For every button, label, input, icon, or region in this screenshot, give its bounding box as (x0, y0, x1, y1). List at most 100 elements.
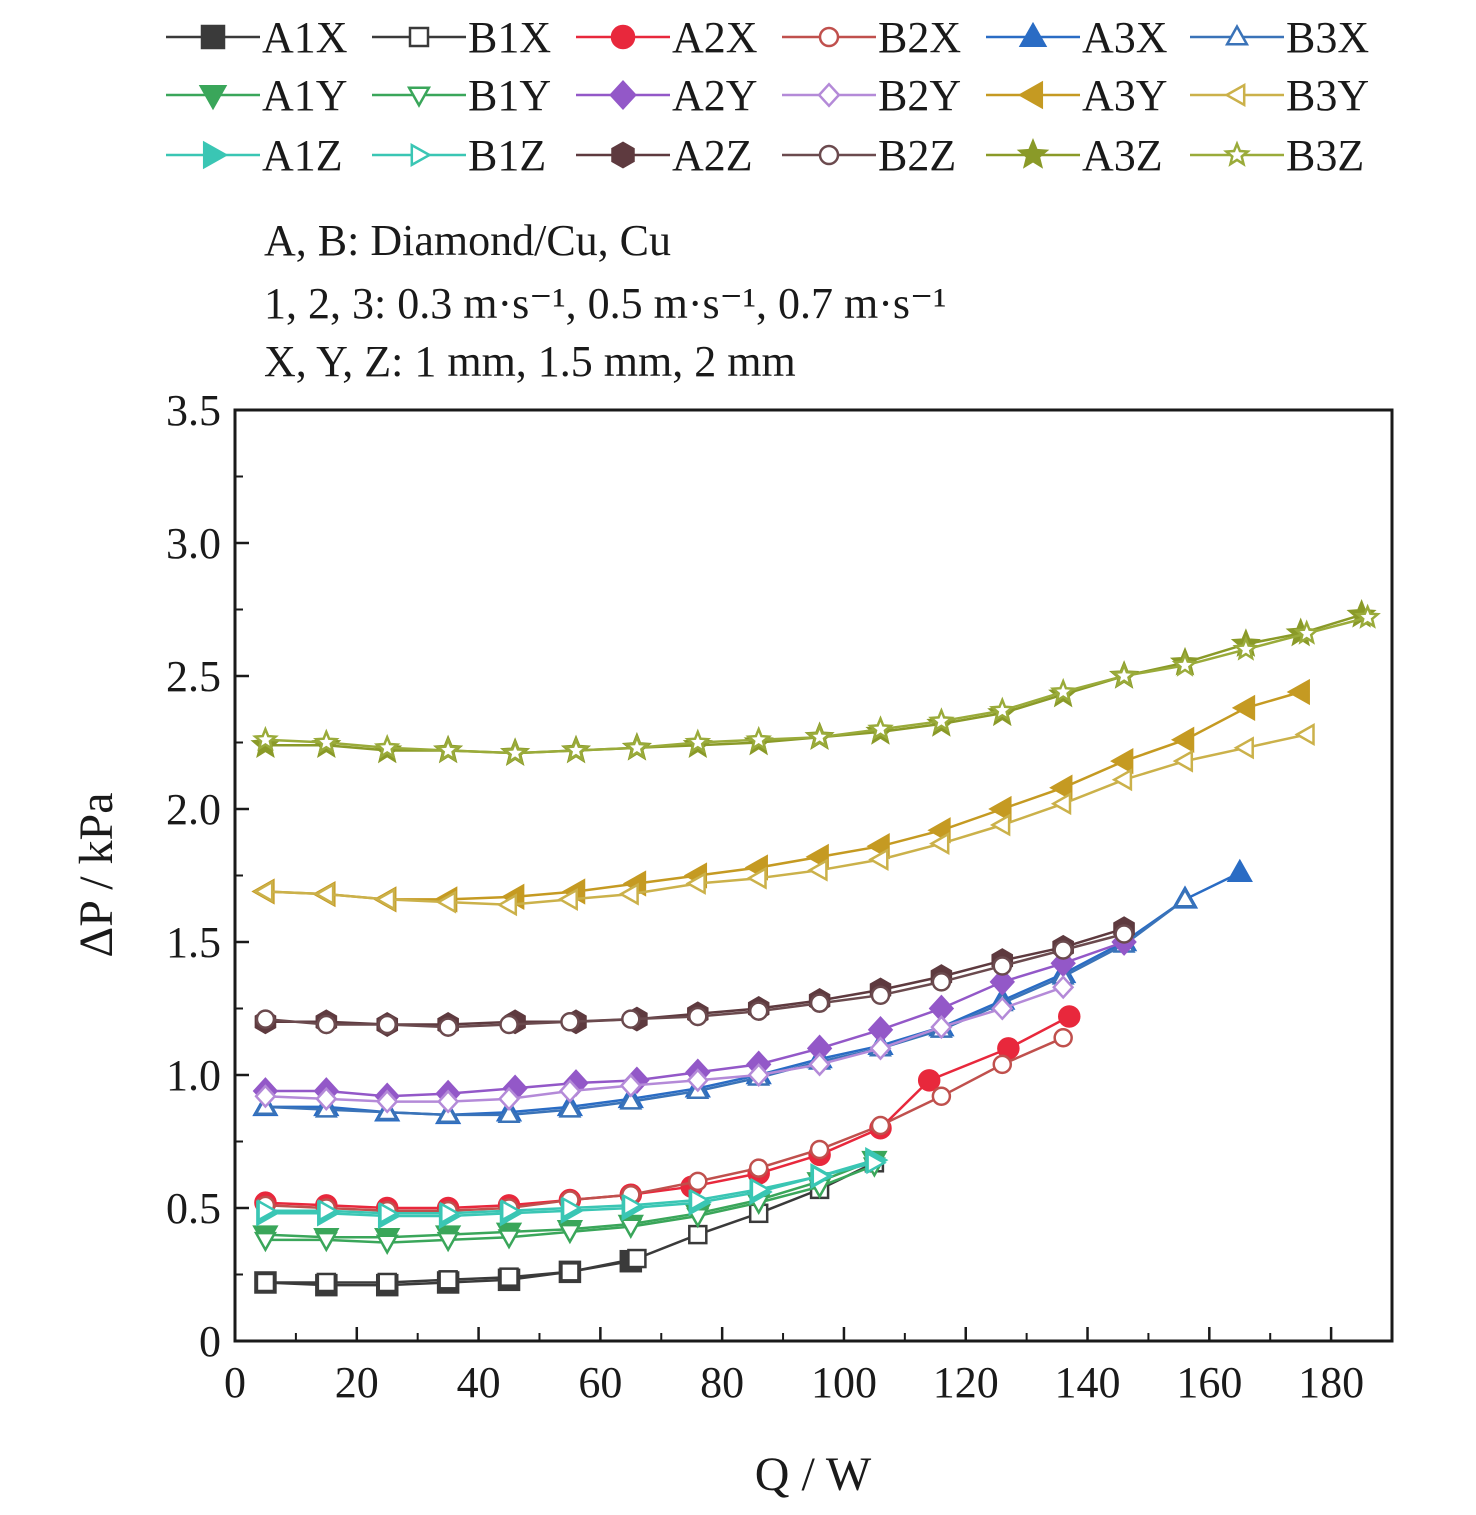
data-point-b2y (498, 1086, 521, 1111)
legend-item-b3y: B3Y (1190, 71, 1369, 120)
data-point-a2y (989, 968, 1015, 996)
data-point-b2z (1114, 924, 1134, 944)
series-b1z (257, 1151, 887, 1225)
series-line-a3y (265, 690, 1302, 901)
x-tick-label: 40 (457, 1358, 501, 1407)
data-point-b3y (685, 871, 706, 895)
data-point-b3y (618, 882, 639, 906)
x-tick-label: 60 (578, 1358, 622, 1407)
y-tick-label: 0 (199, 1317, 221, 1366)
legend-marker-b3z (1223, 140, 1251, 167)
data-point-b2y (315, 1086, 338, 1111)
legend-label: A2Z (672, 131, 753, 180)
legend-marker-a3z (1016, 137, 1050, 169)
series-b2y (254, 975, 1075, 1114)
series-layer (250, 598, 1381, 1297)
y-tick-label: 3.5 (166, 386, 221, 435)
data-point-b1z (866, 1151, 887, 1175)
data-point-b3y (1111, 768, 1133, 792)
data-point-b1x (438, 1270, 458, 1290)
data-point-b1x (377, 1272, 397, 1293)
data-point-b2y (991, 996, 1014, 1021)
legend-item-a1y: A1Y (166, 71, 348, 120)
legend-marker-b1y (406, 86, 432, 108)
data-point-b3y (496, 893, 518, 917)
data-point-b2y (808, 1052, 831, 1077)
data-point-b3z (1354, 603, 1381, 629)
data-point-b2z (1053, 940, 1073, 960)
data-point-b1y (558, 1223, 582, 1245)
x-tick-label: 180 (1298, 1358, 1364, 1407)
data-point-b3z (1232, 635, 1260, 661)
series-a3z (250, 598, 1377, 767)
data-point-b2z (560, 1012, 580, 1032)
data-point-b1y (497, 1229, 521, 1250)
series-b3x (253, 887, 1197, 1123)
legend-marker-b2x (818, 26, 840, 48)
data-point-b3x (619, 1089, 643, 1110)
data-point-b2y (930, 1015, 953, 1040)
legend-label: A3X (1082, 13, 1168, 62)
legend-label: B3X (1286, 13, 1369, 62)
legend-label: B2Y (878, 71, 961, 120)
data-point-b3y (314, 882, 335, 906)
data-point-b2z (809, 993, 830, 1013)
data-point-b3y (1294, 723, 1315, 747)
data-point-b1z (689, 1188, 711, 1212)
data-point-b2y (254, 1084, 277, 1109)
series-line-b2x (265, 1036, 1064, 1212)
x-tick-label: 80 (700, 1358, 744, 1407)
data-point-b1y (619, 1218, 643, 1239)
annotation-line-3: X, Y, Z: 1 mm, 1.5 mm, 2 mm (264, 337, 796, 386)
y-axis-title: ΔP / kPa (70, 792, 123, 957)
data-point-a3y (1231, 694, 1256, 722)
data-point-b2z (255, 1009, 276, 1029)
data-point-b1z (811, 1164, 832, 1188)
data-point-b1x (255, 1272, 276, 1293)
data-point-a3y (1286, 678, 1310, 706)
legend-marker-a2x (610, 24, 636, 50)
data-point-b3y (807, 858, 828, 882)
data-point-b3z (252, 725, 279, 752)
x-axis-title: Q / W (755, 1448, 872, 1501)
data-point-b2z (377, 1014, 397, 1035)
x-tick-label: 140 (1055, 1358, 1121, 1407)
data-point-b1z (257, 1199, 278, 1223)
data-point-b1z (379, 1201, 400, 1225)
data-point-b1y (253, 1231, 277, 1253)
data-point-b2x (931, 1086, 952, 1107)
legend: A1X B1X A2X B2X A3X B3X A1Y B1Y A2Y B2Y A3Y B3Y A1Z B… (166, 13, 1369, 180)
legend-label: B3Z (1286, 131, 1364, 180)
data-point-b3z (623, 733, 651, 760)
legend-item-a3x: A3X (986, 13, 1168, 62)
data-point-b2y (869, 1036, 892, 1061)
legend-marker-a1y (198, 84, 228, 111)
x-tick-label: 120 (933, 1358, 999, 1407)
legend-item-a1z: A1Z (166, 131, 343, 180)
legend-item-b3z: B3Z (1190, 131, 1364, 180)
legend-marker-a2y (609, 79, 637, 111)
data-point-b3y (868, 848, 889, 872)
legend-item-a3y: A3Y (986, 71, 1168, 120)
data-point-b3z (562, 736, 590, 762)
legend-item-a2y: A2Y (576, 71, 758, 120)
data-point-b1x (688, 1224, 708, 1245)
data-point-b3z (1293, 619, 1321, 645)
series-line-b3y (265, 733, 1307, 907)
plot-area (233, 408, 1394, 1343)
data-point-b1y (375, 1234, 399, 1255)
legend-label: B2Z (878, 131, 956, 180)
legend-item-a3z: A3Z (986, 131, 1163, 180)
legend-marker-b1x (408, 26, 430, 48)
data-point-b3z (928, 707, 955, 733)
data-point-b3x (1173, 887, 1197, 908)
y-tick-label: 0.5 (166, 1184, 221, 1233)
data-point-b2y (747, 1062, 770, 1088)
data-point-a3y (988, 795, 1012, 823)
data-point-b3z (806, 723, 833, 749)
chart-annotations: A, B: Diamond/Cu, Cu 1, 2, 3: 0.3 m·s⁻¹,… (264, 216, 946, 386)
data-point-b1x (316, 1272, 337, 1293)
data-point-b3z (745, 725, 773, 752)
legend-item-b1z: B1Z (372, 131, 546, 180)
